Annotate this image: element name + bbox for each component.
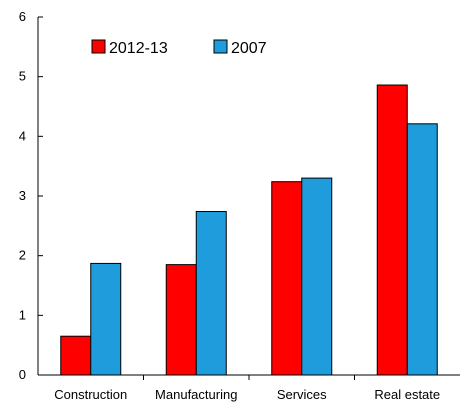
bar-2007-services: [301, 177, 333, 376]
legend-swatch: [91, 39, 106, 54]
legend-label: 2012-13: [109, 40, 168, 57]
bar-2007-construction: [90, 262, 122, 376]
x-tick-label: Services: [277, 387, 327, 402]
x-tick-label: Real estate: [374, 387, 440, 402]
legend-label: 2007: [231, 40, 267, 57]
y-tick-label: 2: [19, 248, 26, 263]
y-tick-label: 4: [19, 128, 26, 143]
bar-2012-13-services: [271, 181, 303, 376]
bar-2007-real-estate: [406, 123, 438, 376]
x-tick-label: Construction: [54, 387, 127, 402]
legend: 2012-13 2007: [91, 39, 267, 57]
x-tick-label: Manufacturing: [155, 387, 237, 402]
legend-swatch: [213, 39, 228, 54]
y-tick-label: 1: [19, 307, 26, 322]
bars: [60, 84, 438, 376]
bar-2012-13-real-estate: [376, 84, 408, 376]
y-tick-label: 6: [19, 9, 26, 24]
y-tick-label: 3: [19, 188, 26, 203]
y-tick-label: 5: [19, 69, 26, 84]
bar-2007-manufacturing: [195, 211, 227, 376]
y-tick-label: 0: [19, 367, 26, 382]
bar-2012-13-manufacturing: [165, 264, 197, 376]
bar-2012-13-construction: [60, 335, 92, 376]
